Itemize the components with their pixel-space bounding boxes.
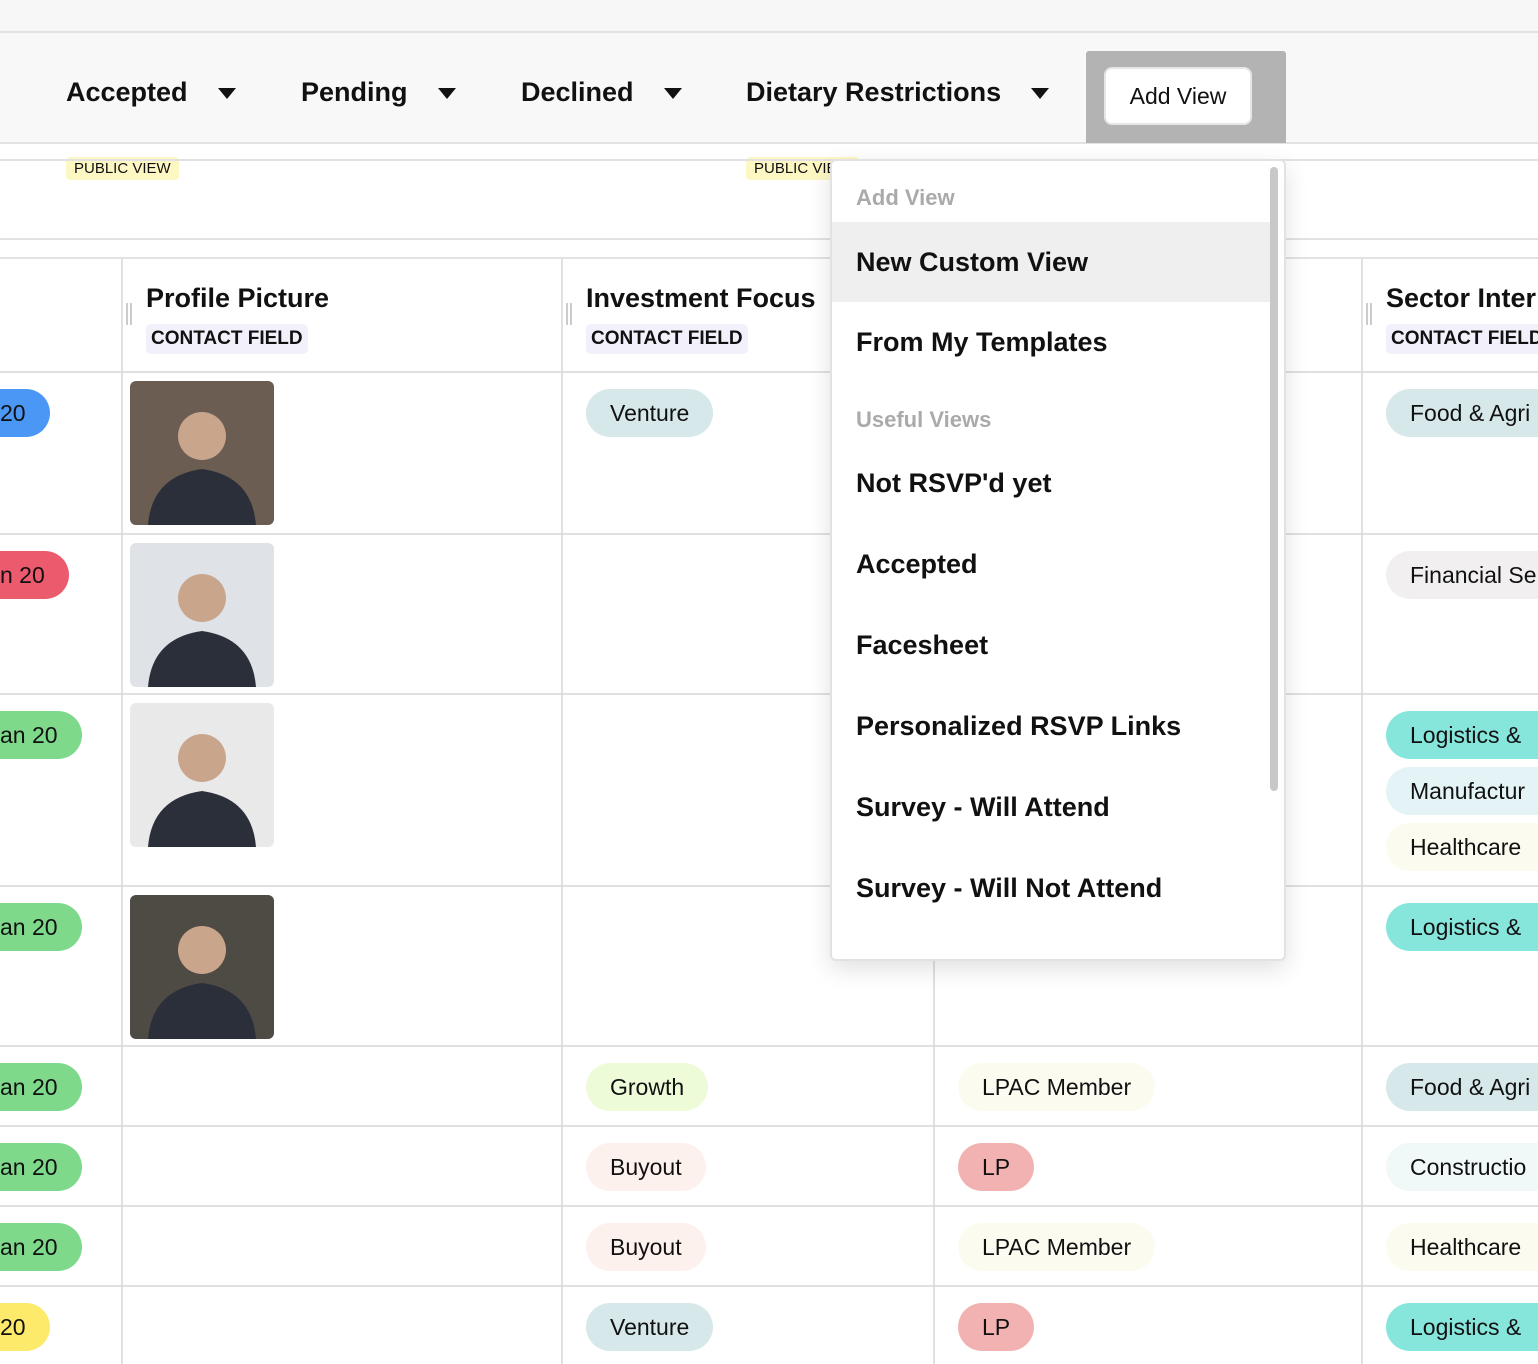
tab-dietary-restrictions[interactable]: Dietary Restrictions PUBLIC VIEW [746,77,1050,180]
row-divider [0,1125,1538,1127]
investment-focus-tag[interactable]: Growth [586,1063,709,1111]
tab-label: Dietary Restrictions [746,77,1002,107]
role-tag[interactable]: LPAC Member [958,1063,1156,1111]
investment-focus-tag[interactable]: Buyout [586,1223,706,1271]
investment-focus-tag[interactable]: Venture [586,389,714,437]
tab-label: Accepted [66,77,188,107]
row-divider [0,371,1538,373]
menu-item-useful-view[interactable]: Accepted [856,549,978,579]
role-tag[interactable]: LP [958,1143,1035,1191]
sector-tag[interactable]: Logistics & [1386,711,1538,759]
date-pill[interactable]: an 20 [0,711,82,759]
role-tag[interactable]: LPAC Member [958,1223,1156,1271]
investment-focus-tag[interactable]: Buyout [586,1143,706,1191]
column-resize-handle[interactable] [1366,303,1372,325]
sector-tag[interactable]: Logistics & [1386,903,1538,951]
profile-photo[interactable] [130,543,274,687]
caret-down-icon[interactable] [217,88,236,100]
date-pill[interactable]: 20 [0,389,50,437]
row-divider [0,1285,1538,1287]
row-divider [0,533,1538,535]
caret-down-icon[interactable] [1031,88,1050,100]
profile-photo[interactable] [130,895,274,1039]
date-pill[interactable]: n 20 [0,551,69,599]
public-view-badge: PUBLIC VIEW [66,157,179,180]
column-title: Sector Inter [1386,283,1537,313]
column-divider [561,259,563,1364]
column-resize-handle[interactable] [126,303,132,325]
menu-item-useful-view[interactable]: Not RSVP'd yet [856,468,1052,498]
add-view-button[interactable]: Add View [1104,67,1252,125]
sector-tag[interactable]: Food & Agri [1386,389,1538,437]
menu-item-useful-view[interactable]: Survey - Will Attend [856,792,1110,822]
date-pill[interactable]: an 20 [0,1063,82,1111]
profile-photo[interactable] [130,381,274,525]
dropdown-header: Add View [856,185,955,210]
investment-focus-tag[interactable]: Venture [586,1303,714,1351]
role-tag[interactable]: LP [958,1303,1035,1351]
menu-item-new-custom-view[interactable]: New Custom View [832,222,1272,302]
sector-tag[interactable]: Manufactur [1386,767,1538,815]
row-divider [0,885,1538,887]
tab-label: Declined [521,77,634,107]
tab-accepted[interactable]: Accepted PUBLIC VIEW [66,77,236,180]
sector-tag[interactable]: Financial Se [1386,551,1538,599]
date-pill[interactable]: an 20 [0,1143,82,1191]
useful-views-header: Useful Views [856,407,992,432]
column-title: Profile Picture [146,283,330,313]
row-divider [0,1045,1538,1047]
top-strip [0,0,1538,33]
tab-label: Pending [301,77,408,107]
view-tabs: Accepted PUBLIC VIEW Pending Declined Die… [0,33,1538,180]
column-type-badge: CONTACT FIELD [1386,324,1538,354]
column-divider [1361,259,1363,1364]
menu-item-useful-view[interactable]: Survey - Will Not Attend [856,873,1163,903]
menu-item-useful-view[interactable]: Personalized RSVP Links [856,711,1182,741]
sector-tag[interactable]: Healthcare [1386,823,1538,871]
column-divider [121,259,123,1364]
column-resize-handle[interactable] [566,303,572,325]
sector-tag[interactable]: Constructio [1386,1143,1538,1191]
sector-tag[interactable]: Healthcare [1386,1223,1538,1271]
tab-pending[interactable]: Pending [301,77,456,108]
scrollbar[interactable] [1270,167,1278,791]
sector-tag[interactable]: Logistics & [1386,1303,1538,1351]
caret-down-icon[interactable] [663,88,682,100]
column-type-badge: CONTACT FIELD [586,324,748,354]
column-title: Investment Focus [586,283,816,313]
row-divider [0,1205,1538,1207]
caret-down-icon[interactable] [437,88,456,100]
toolbar-band [0,159,1538,240]
date-pill[interactable]: 20 [0,1303,50,1351]
column-type-badge: CONTACT FIELD [146,324,308,354]
data-grid: Profile Picture CONTACT FIELD Investment F… [0,257,1538,1364]
row-divider [0,693,1538,695]
tab-declined[interactable]: Declined [521,77,682,108]
column-header[interactable]: Sector Inter CONTACT FIELD [1386,283,1538,354]
column-header[interactable]: Investment Focus CONTACT FIELD [586,283,816,354]
menu-item-useful-view[interactable]: 2024 Guest [832,954,1272,959]
column-header[interactable]: Profile Picture CONTACT FIELD [146,283,329,354]
add-view-dropdown: Add View New Custom View From My Templat… [830,159,1286,961]
date-pill[interactable]: an 20 [0,1223,82,1271]
profile-photo[interactable] [130,703,274,847]
menu-item-useful-view[interactable]: Facesheet [856,630,989,660]
sector-tag[interactable]: Food & Agri [1386,1063,1538,1111]
menu-item-from-my-templates[interactable]: From My Templates [856,327,1108,357]
date-pill[interactable]: an 20 [0,903,82,951]
add-view-tab: Add View [1086,51,1286,143]
